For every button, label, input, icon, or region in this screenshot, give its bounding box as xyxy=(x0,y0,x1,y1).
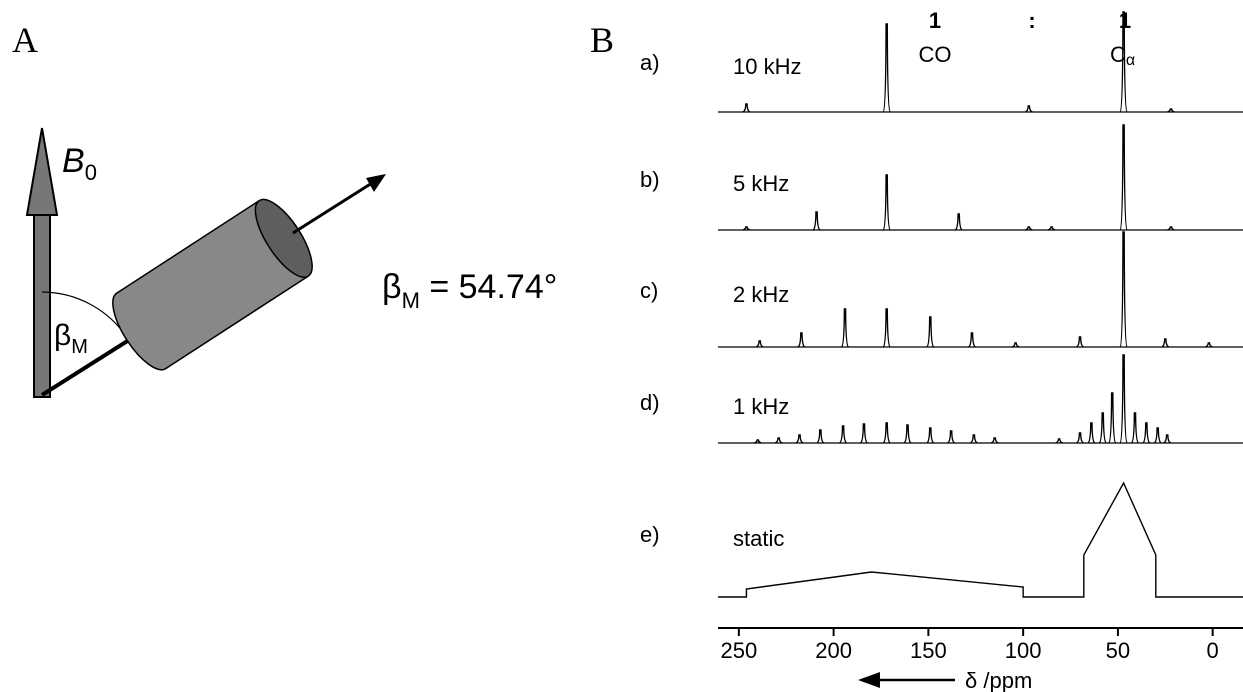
peak xyxy=(1153,427,1162,444)
peak xyxy=(797,332,806,348)
peak xyxy=(816,429,825,444)
peak xyxy=(970,434,978,444)
peak xyxy=(903,424,912,444)
spectrum-name: 1 kHz xyxy=(733,394,789,419)
peak xyxy=(1142,422,1151,444)
peak xyxy=(795,434,804,444)
peak xyxy=(882,308,891,348)
peak xyxy=(1076,336,1084,348)
peak-label: Cα xyxy=(1110,42,1135,69)
spectrum-tag: d) xyxy=(640,390,660,415)
peak xyxy=(1055,438,1063,444)
panel-label: B xyxy=(590,20,614,60)
peak xyxy=(926,316,935,348)
ratio: 1 xyxy=(929,8,941,33)
spectrum-tag: a) xyxy=(640,50,660,75)
spectrum-line xyxy=(718,481,1243,598)
rotor-axis xyxy=(40,331,142,397)
x-tick-label: 100 xyxy=(1005,638,1042,663)
spectrum-tag: c) xyxy=(640,278,658,303)
spectrum-name: static xyxy=(733,526,784,551)
rotor-arrow-head xyxy=(366,174,386,192)
peak xyxy=(947,430,955,444)
peak xyxy=(1076,432,1084,444)
x-tick-label: 200 xyxy=(815,638,852,663)
peak xyxy=(1119,11,1128,113)
peak xyxy=(774,437,783,444)
x-tick-label: 250 xyxy=(720,638,757,663)
rotor xyxy=(112,198,313,371)
peak xyxy=(1108,392,1117,444)
x-tick-label: 50 xyxy=(1106,638,1130,663)
peak xyxy=(1119,231,1128,348)
spectrum-name: 2 kHz xyxy=(733,282,789,307)
panel-label: A xyxy=(12,20,38,60)
peak xyxy=(1119,124,1128,231)
peak xyxy=(742,103,751,113)
peak xyxy=(990,437,999,444)
peak xyxy=(1167,108,1175,113)
spectrum-tag: b) xyxy=(640,167,660,192)
ratio: 1 xyxy=(1119,8,1131,33)
ratio: : xyxy=(1028,8,1035,33)
peak xyxy=(840,308,850,348)
x-axis-label: δ /ppm xyxy=(965,668,1032,692)
peak xyxy=(954,213,963,231)
peak xyxy=(754,439,762,444)
spectrum-tag: e) xyxy=(640,522,660,547)
b0-head xyxy=(25,127,59,216)
peak xyxy=(968,332,976,348)
spectrum-name: 10 kHz xyxy=(733,54,801,79)
peak xyxy=(839,425,848,444)
spectrum-name: 5 kHz xyxy=(733,171,789,196)
peak xyxy=(882,174,891,231)
peak xyxy=(1087,422,1096,444)
peak xyxy=(1161,338,1170,348)
peak xyxy=(926,427,935,444)
peak xyxy=(1119,354,1128,444)
magic-angle: βM = 54.74° xyxy=(382,268,557,313)
b0-label: B0 xyxy=(62,142,97,185)
peak xyxy=(1098,412,1107,444)
peak xyxy=(1167,226,1175,231)
peak xyxy=(1047,226,1056,231)
angle-label: βM xyxy=(54,319,88,358)
peak xyxy=(882,422,891,444)
peak xyxy=(1163,434,1172,444)
b0-shaft xyxy=(33,204,51,398)
peak xyxy=(1025,226,1033,231)
x-tick-label: 150 xyxy=(910,638,947,663)
peak xyxy=(1025,105,1033,113)
peak xyxy=(1130,412,1139,444)
peak xyxy=(882,23,891,113)
peak-label: CO xyxy=(919,42,952,67)
peak xyxy=(742,226,751,231)
x-tick-label: 0 xyxy=(1207,638,1219,663)
peak xyxy=(755,340,764,348)
rotor-arrow xyxy=(292,181,373,235)
peak xyxy=(860,423,868,444)
peak xyxy=(1011,342,1020,348)
peak xyxy=(812,211,821,231)
direction-arrow-head xyxy=(858,672,880,688)
peak xyxy=(1205,342,1213,348)
